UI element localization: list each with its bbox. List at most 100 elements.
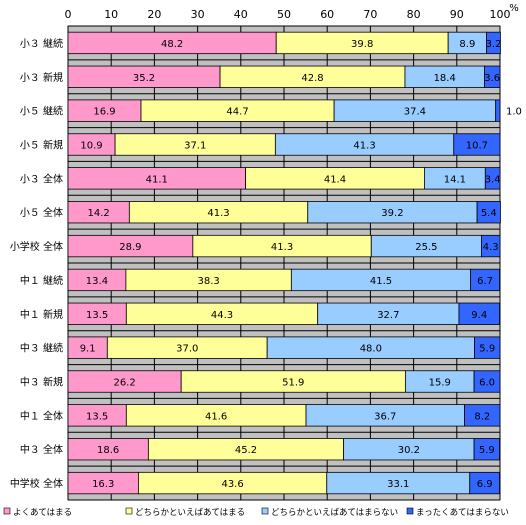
data-label: 41.5 xyxy=(370,276,392,287)
data-label: 37.0 xyxy=(176,344,198,355)
category-label: 小学校 全体 xyxy=(10,240,63,253)
bar-segment xyxy=(473,438,500,461)
data-label: 48.0 xyxy=(360,344,382,355)
data-label: 37.4 xyxy=(404,107,426,118)
data-label: 48.2 xyxy=(161,39,183,50)
data-label: 16.3 xyxy=(92,479,114,490)
x-tick-label: 30 xyxy=(191,8,205,21)
x-tick-label: 60 xyxy=(320,8,334,21)
data-label: 14.1 xyxy=(444,174,466,185)
x-tick-label: 100 xyxy=(490,8,511,21)
data-label: 3.4 xyxy=(485,174,501,185)
data-label: 44.3 xyxy=(211,310,233,321)
category-label: 小３ 全体 xyxy=(20,172,63,185)
data-label: 28.9 xyxy=(119,242,141,253)
data-label: 43.6 xyxy=(221,479,243,490)
category-label: 中学校 全体 xyxy=(10,477,63,490)
legend-label: まったくあてはまらない xyxy=(416,508,509,518)
bars xyxy=(67,31,501,495)
legend-swatch xyxy=(406,507,414,515)
legend-label: どちらかといえばあてはまる xyxy=(135,508,245,518)
data-label: 5.9 xyxy=(479,445,495,456)
category-label: 中３ 全体 xyxy=(20,443,63,456)
data-label: 6.9 xyxy=(477,479,493,490)
data-label: 3.6 xyxy=(484,73,500,84)
bar-segment xyxy=(484,65,501,88)
data-label: 3.2 xyxy=(486,39,502,50)
bar-segment xyxy=(469,471,500,495)
category-label: 小３ 新規 xyxy=(20,71,63,84)
data-label: 37.1 xyxy=(184,141,206,152)
data-label: 33.1 xyxy=(387,479,409,490)
data-label: 41.6 xyxy=(205,411,227,422)
category-label: 中１ 継続 xyxy=(20,274,63,287)
data-label: 6.0 xyxy=(479,378,495,389)
legend-swatch xyxy=(125,507,133,515)
x-tick-label: 0 xyxy=(65,8,72,21)
legend-swatch xyxy=(261,507,269,515)
legend-label: よくあてはまる xyxy=(13,508,72,518)
data-label: 36.7 xyxy=(374,411,396,422)
data-label: 30.2 xyxy=(398,445,420,456)
legend-label: どちらかといえばあてはまらない xyxy=(271,508,398,518)
data-label: 1.0 xyxy=(506,107,522,118)
bar-segment xyxy=(481,234,501,258)
data-label: 35.2 xyxy=(133,73,155,84)
data-label: 41.3 xyxy=(207,208,229,219)
bar-segment xyxy=(470,268,500,292)
data-label: 16.9 xyxy=(93,107,115,118)
data-label: 13.5 xyxy=(86,310,108,321)
data-labels: 48.2 39.8 8.9 3.2 35.2 42.8 18.4 3.6 16.9 44.7 37.… xyxy=(80,39,522,490)
category-label: 中３ 新規 xyxy=(20,376,63,389)
x-tick-label: 10 xyxy=(104,8,118,21)
x-tick-label: 20 xyxy=(147,8,161,21)
data-label: 44.7 xyxy=(226,107,248,118)
percent-unit-label: % xyxy=(509,3,519,14)
legend-swatch xyxy=(3,507,11,515)
bar-segment xyxy=(495,99,501,122)
legend: よくあてはまる どちらかといえばあてはまる どちらかといえばあてはまらない まったくあ… xyxy=(3,507,509,518)
data-label: 9.4 xyxy=(471,310,487,321)
bar-segment xyxy=(453,133,501,156)
data-label: 39.2 xyxy=(381,208,403,219)
data-label: 41.3 xyxy=(271,242,293,253)
bar-segment xyxy=(473,370,501,393)
category-label: 小５ 新規 xyxy=(20,139,63,152)
data-label: 26.2 xyxy=(113,378,135,389)
bar-segment xyxy=(484,167,501,190)
data-label: 18.4 xyxy=(434,73,456,84)
category-label: 小３ 継続 xyxy=(20,37,63,50)
data-label: 5.9 xyxy=(479,344,495,355)
bar-segment xyxy=(464,404,501,427)
category-label: 中１ 全体 xyxy=(20,409,63,422)
data-label: 10.7 xyxy=(466,141,488,152)
x-tick-label: 40 xyxy=(234,8,248,21)
data-label: 41.4 xyxy=(324,174,346,185)
data-label: 32.7 xyxy=(377,310,399,321)
data-label: 39.8 xyxy=(351,39,373,50)
data-label: 13.4 xyxy=(86,276,108,287)
data-label: 13.5 xyxy=(86,411,108,422)
category-label: 中１ 新規 xyxy=(20,308,63,321)
data-label: 15.9 xyxy=(429,378,451,389)
x-axis-ticks: 0 10 20 30 40 50 60 70 80 90 100 xyxy=(65,8,511,21)
x-tick-label: 90 xyxy=(450,8,464,21)
x-tick-label: 70 xyxy=(363,8,377,21)
data-label: 9.1 xyxy=(80,344,96,355)
data-label: 14.2 xyxy=(88,208,110,219)
data-label: 38.3 xyxy=(197,276,219,287)
bar-segment xyxy=(476,201,501,224)
bar-segment xyxy=(474,336,501,359)
data-label: 41.3 xyxy=(353,141,375,152)
data-label: 42.8 xyxy=(301,73,323,84)
data-label: 45.2 xyxy=(235,445,257,456)
data-label: 8.2 xyxy=(474,411,490,422)
category-label: 小５ 継続 xyxy=(20,105,63,118)
category-label: 小５ 全体 xyxy=(20,206,63,219)
x-tick-label: 80 xyxy=(407,8,421,21)
data-label: 10.9 xyxy=(80,141,102,152)
bar-segment xyxy=(458,302,500,325)
